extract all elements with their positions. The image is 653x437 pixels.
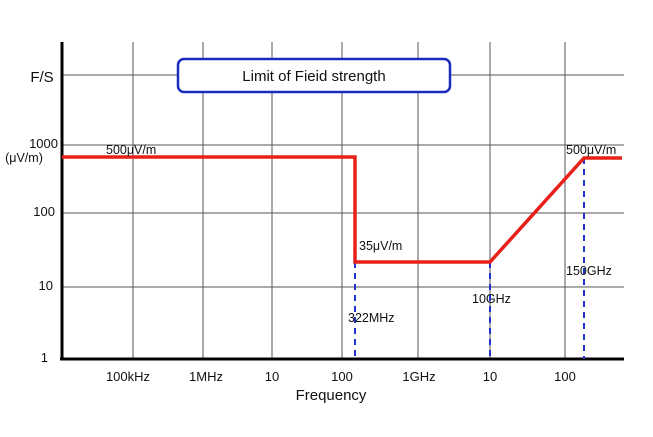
x-tick-label: 100 (331, 369, 353, 384)
x-tick-label: 1MHz (189, 369, 223, 384)
title-box (176, 57, 452, 94)
y-axis-unit: (μV/m) (5, 151, 43, 165)
chart-title: Limit of Fieid strength (242, 68, 385, 85)
annotation-35uvm: 35μV/m (359, 239, 402, 253)
y-tick-label: 1000 (29, 136, 58, 151)
annotation-500uvm-left: 500μV/m (106, 143, 156, 157)
x-tick-label: 10 (483, 369, 497, 384)
x-axis-label: Frequency (296, 387, 367, 404)
x-tick-label: 100kHz (106, 369, 150, 384)
annotation-10ghz: 10GHz (472, 292, 511, 306)
y-axis-label: F/S (30, 69, 53, 86)
x-tick-label: 1GHz (402, 369, 435, 384)
x-tick-label: 100 (554, 369, 576, 384)
annotation-322mhz: 322MHz (348, 311, 395, 325)
y-tick-label: 10 (39, 278, 53, 293)
annotation-500uvm-right: 500μV/m (566, 143, 616, 157)
y-tick-label: 100 (33, 204, 55, 219)
x-tick-label: 10 (265, 369, 279, 384)
marker-lines (354, 158, 585, 359)
limit-line (62, 155, 622, 264)
y-tick-label: 1 (41, 350, 48, 365)
annotation-150ghz: 150GHz (566, 264, 612, 278)
